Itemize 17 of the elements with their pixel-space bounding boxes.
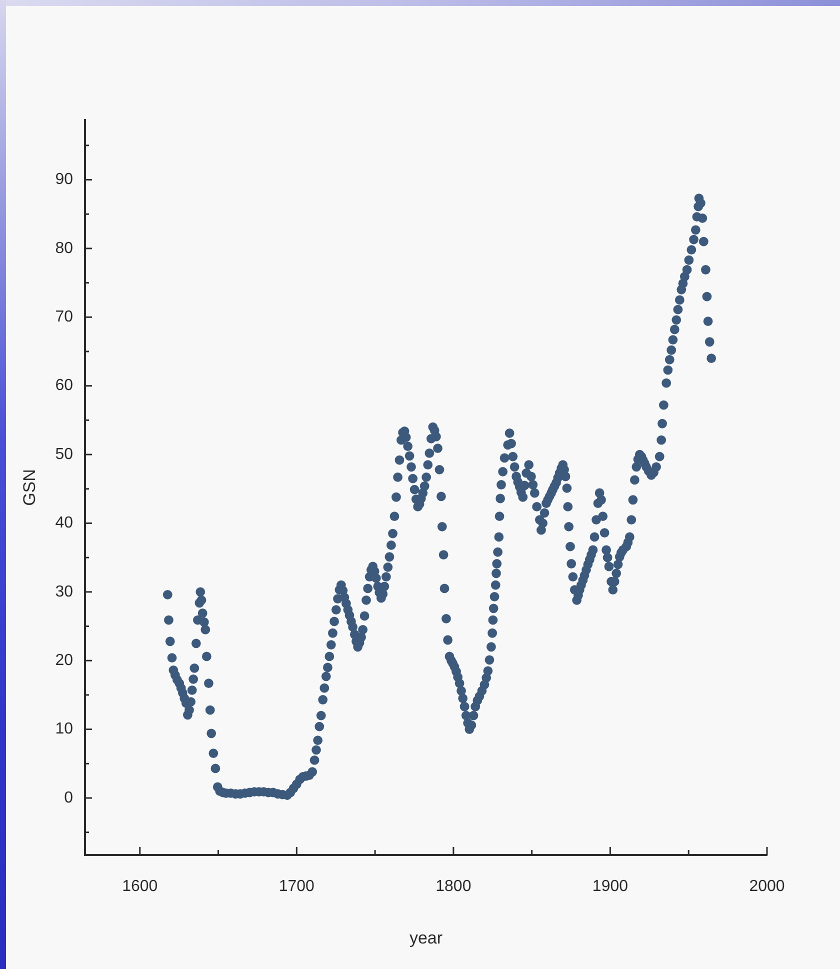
y-tick-label: 60 [55,377,74,394]
x-axis-title: year [409,928,443,948]
y-tick-label: 50 [55,446,74,463]
y-tick-label: 70 [55,308,74,326]
y-axis-title: GSN [20,469,39,506]
x-tick-label: 1900 [592,878,628,896]
y-tick-label: 0 [64,789,74,806]
x-tick-label: 2000 [749,878,785,896]
y-tick-label: 20 [55,652,74,670]
y-tick-label: 40 [55,514,74,532]
x-tick-label: 1800 [436,878,472,896]
y-tick-label: 10 [55,720,74,738]
x-tick-label: 1600 [122,878,158,896]
y-tick-label: 30 [55,583,74,600]
y-tick-label: 80 [55,240,74,257]
y-tick-label: 90 [55,171,74,188]
x-tick-label: 1700 [278,878,315,896]
